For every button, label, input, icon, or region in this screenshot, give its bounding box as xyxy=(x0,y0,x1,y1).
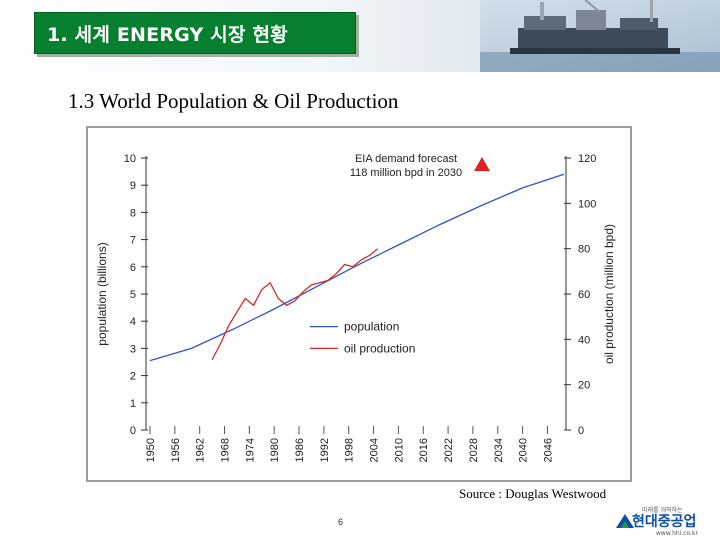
legend-label-oil-production: oil production xyxy=(344,341,415,355)
header-band xyxy=(0,0,720,72)
x-tick-label: 1950 xyxy=(145,438,157,462)
x-tick-label: 2016 xyxy=(418,438,430,462)
x-tick-label: 2046 xyxy=(542,438,554,462)
annotation-line2: 118 million bpd in 2030 xyxy=(350,167,462,179)
source-note: Source : Douglas Westwood xyxy=(459,486,607,501)
legend-label-population: population xyxy=(344,320,399,334)
x-tick-label: 1962 xyxy=(195,438,207,462)
x-tick-label: 2028 xyxy=(468,438,480,462)
left-tick-label: 4 xyxy=(130,316,136,328)
chart-frame: 0 1 2 3 4 5 6 7 8 9 10 0 20 40 60 80 100 120 1950 1956 1962 1… xyxy=(86,126,632,482)
left-tick-label: 9 xyxy=(130,180,136,192)
series-line-oil-production xyxy=(211,248,379,361)
series-line-population xyxy=(149,173,565,362)
slide-subtitle: 1.3 World Population & Oil Production xyxy=(68,89,399,113)
x-tick-label: 2022 xyxy=(443,438,455,462)
left-tick-label: 5 xyxy=(130,289,136,301)
logo-name: 현대중공업 xyxy=(632,514,697,530)
left-tick-label: 10 xyxy=(124,153,136,165)
offshore-platform-photo-icon xyxy=(480,0,720,72)
y-axis-label-left: population (billions) xyxy=(95,242,109,345)
right-tick-label: 120 xyxy=(578,153,596,165)
x-tick-label: 2034 xyxy=(493,438,505,462)
x-tick-label: 2040 xyxy=(518,438,530,462)
right-tick-label: 40 xyxy=(578,334,590,346)
page-number: 6 xyxy=(338,517,344,527)
right-tick-label: 60 xyxy=(578,289,590,301)
right-tick-label: 20 xyxy=(578,380,590,392)
logo-slogan: 미래를 개척하는 xyxy=(642,507,683,514)
slide-title: 1. 세계 ENERGY 시장 현황 xyxy=(47,23,288,46)
x-tick-label: 1986 xyxy=(294,438,306,462)
logo-url: www.hhi.co.kr xyxy=(656,530,698,537)
left-tick-label: 3 xyxy=(130,343,136,355)
right-tick-label: 0 xyxy=(578,425,584,437)
left-tick-label: 6 xyxy=(130,262,136,274)
right-tick-label: 80 xyxy=(578,244,590,256)
x-tick-label: 1980 xyxy=(269,438,281,462)
company-logo: 미래를 개척하는 현대중공업 www.hhi.co.kr xyxy=(608,505,720,540)
x-tick-label: 1974 xyxy=(244,438,256,462)
left-tick-label: 8 xyxy=(130,207,136,219)
annotation-line1: EIA demand forecast xyxy=(355,153,457,165)
x-tick-label: 2010 xyxy=(393,438,405,462)
forecast-triangle-icon xyxy=(474,157,490,171)
right-tick-label: 100 xyxy=(578,198,596,210)
slide-title-box: 1. 세계 ENERGY 시장 현황 xyxy=(34,12,356,54)
y-axis-label-right: oil production (million bpd) xyxy=(602,224,616,364)
hhi-logo-mark-icon xyxy=(616,514,634,528)
left-tick-label: 0 xyxy=(130,425,136,437)
x-tick-label: 1992 xyxy=(319,438,331,462)
x-tick-label: 1968 xyxy=(220,438,232,462)
x-tick-label: 1956 xyxy=(170,438,182,462)
left-tick-label: 2 xyxy=(130,371,136,383)
x-tick-label: 2004 xyxy=(369,438,381,462)
x-tick-label: 1998 xyxy=(344,438,356,462)
left-tick-label: 1 xyxy=(130,398,136,410)
left-tick-label: 7 xyxy=(130,235,136,247)
